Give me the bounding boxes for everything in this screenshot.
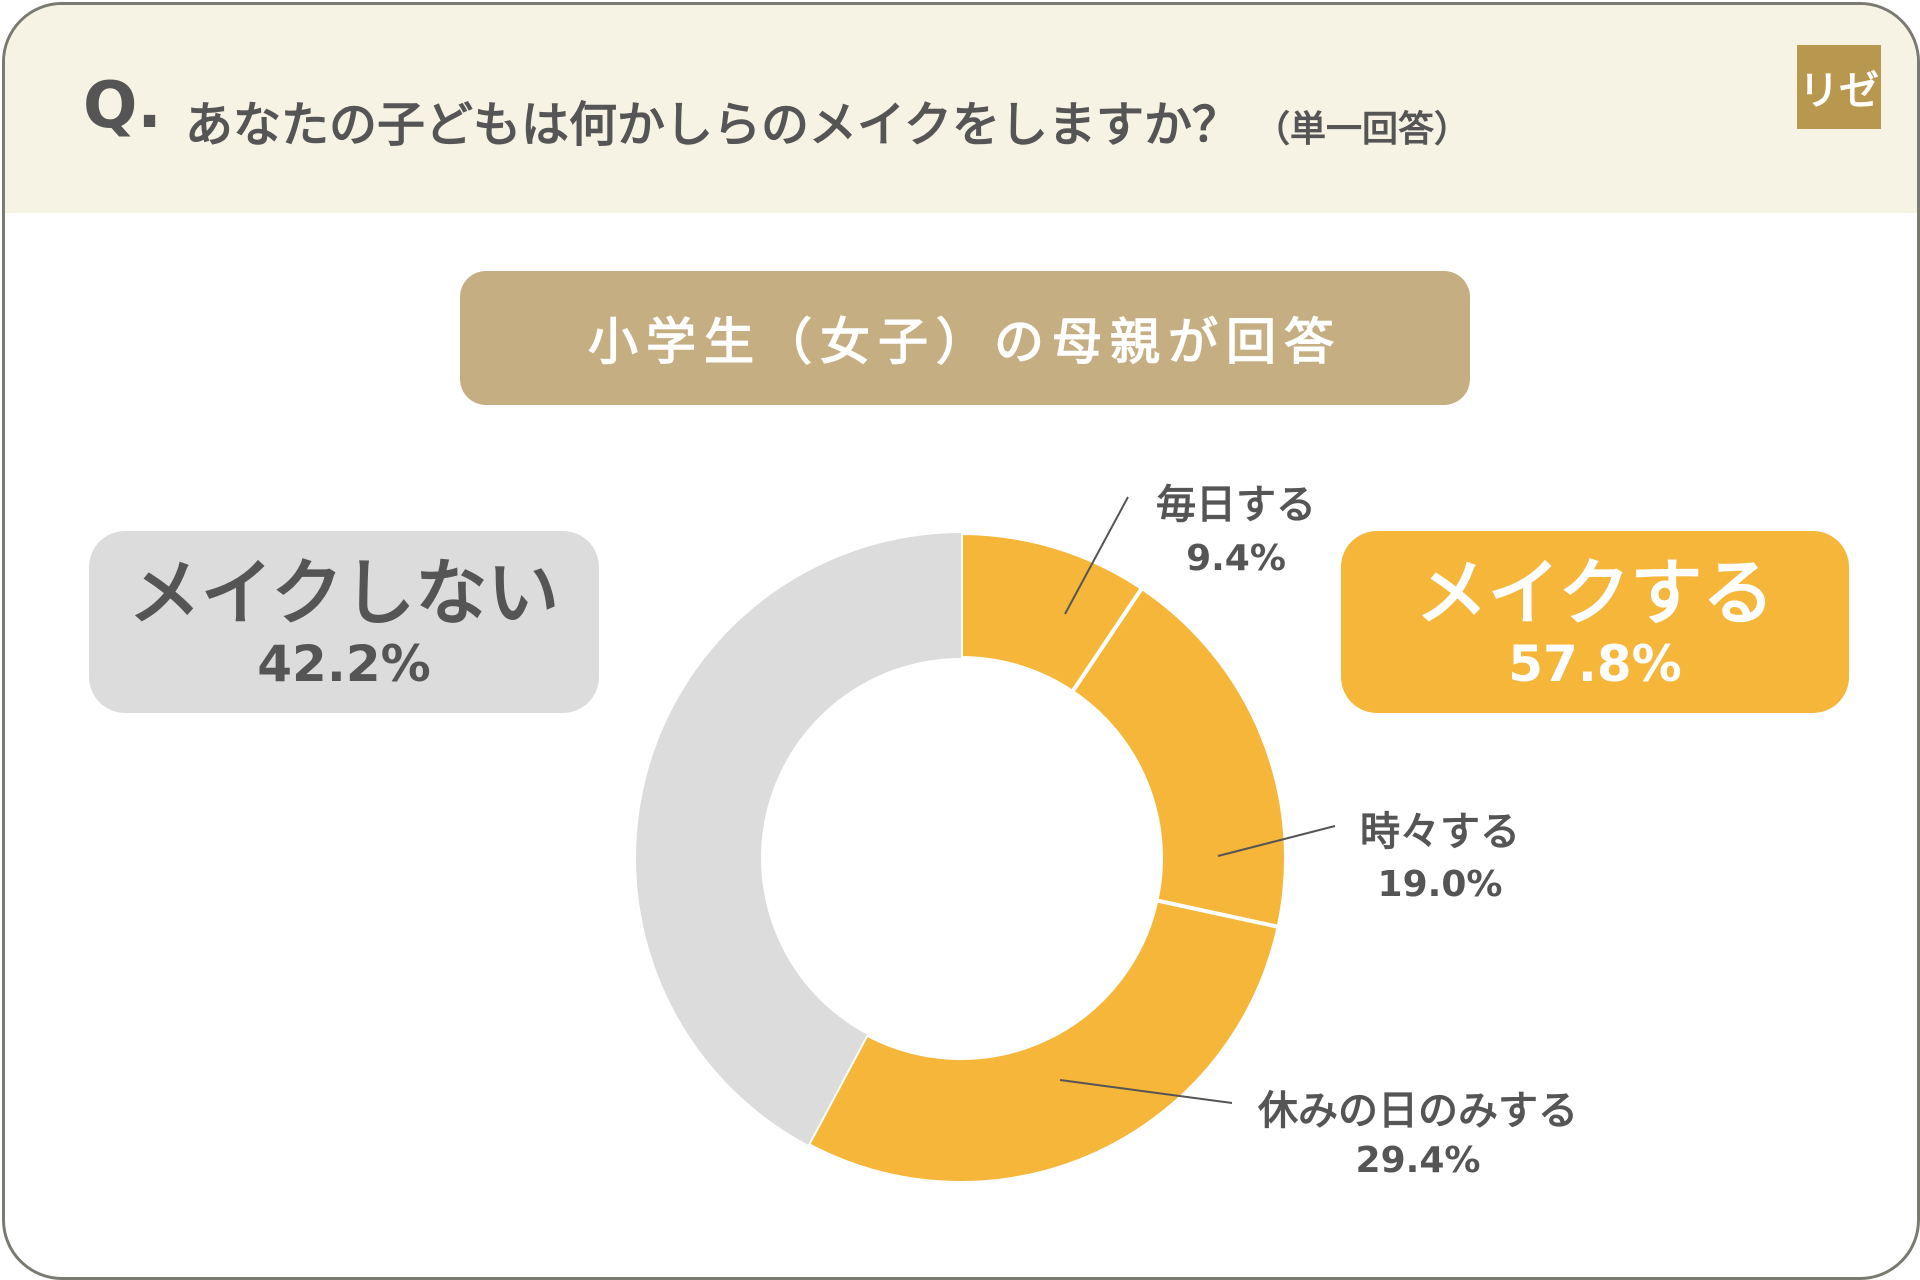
donut-slice-sometimes xyxy=(1069,585,1288,930)
no-makeup-percent: 42.2% xyxy=(257,635,431,693)
slice-value-holiday: 29.4% xyxy=(1356,1140,1481,1181)
no-makeup-label: メイクしない xyxy=(128,551,560,635)
brand-logo: リゼ xyxy=(1797,45,1881,129)
donut-slice-none xyxy=(635,533,961,1145)
donut-slice-holiday xyxy=(805,898,1281,1185)
question-text: あなたの子どもは何かしらのメイクをしますか？ （単一回答） xyxy=(185,85,1470,155)
makeup-percent: 57.8% xyxy=(1508,635,1682,693)
makeup-label: メイクする xyxy=(1415,551,1775,635)
slice-value-daily: 9.4% xyxy=(1186,538,1286,579)
question-mark: Q. xyxy=(83,69,162,143)
slice-value-sometimes: 19.0% xyxy=(1378,864,1503,905)
respondent-banner: 小学生（女子）の母親が回答 xyxy=(460,271,1470,405)
question-label: あなたの子どもは何かしらのメイクをしますか？ xyxy=(185,97,1241,153)
question-header: Q. あなたの子どもは何かしらのメイクをしますか？ （単一回答） リゼ xyxy=(5,5,1917,213)
makeup-summary: メイクする 57.8% xyxy=(1341,531,1849,713)
answer-type-note: （単一回答） xyxy=(1254,109,1471,150)
leader-line-sometimes xyxy=(1217,825,1336,857)
slice-label-holiday: 休みの日のみする xyxy=(1257,1088,1578,1134)
slice-label-daily: 毎日する xyxy=(1156,482,1316,528)
no-makeup-summary: メイクしない 42.2% xyxy=(89,531,599,713)
slice-label-sometimes: 時々する xyxy=(1360,809,1520,855)
leader-line-holiday xyxy=(1059,1079,1233,1104)
leader-line-daily xyxy=(1064,496,1129,615)
